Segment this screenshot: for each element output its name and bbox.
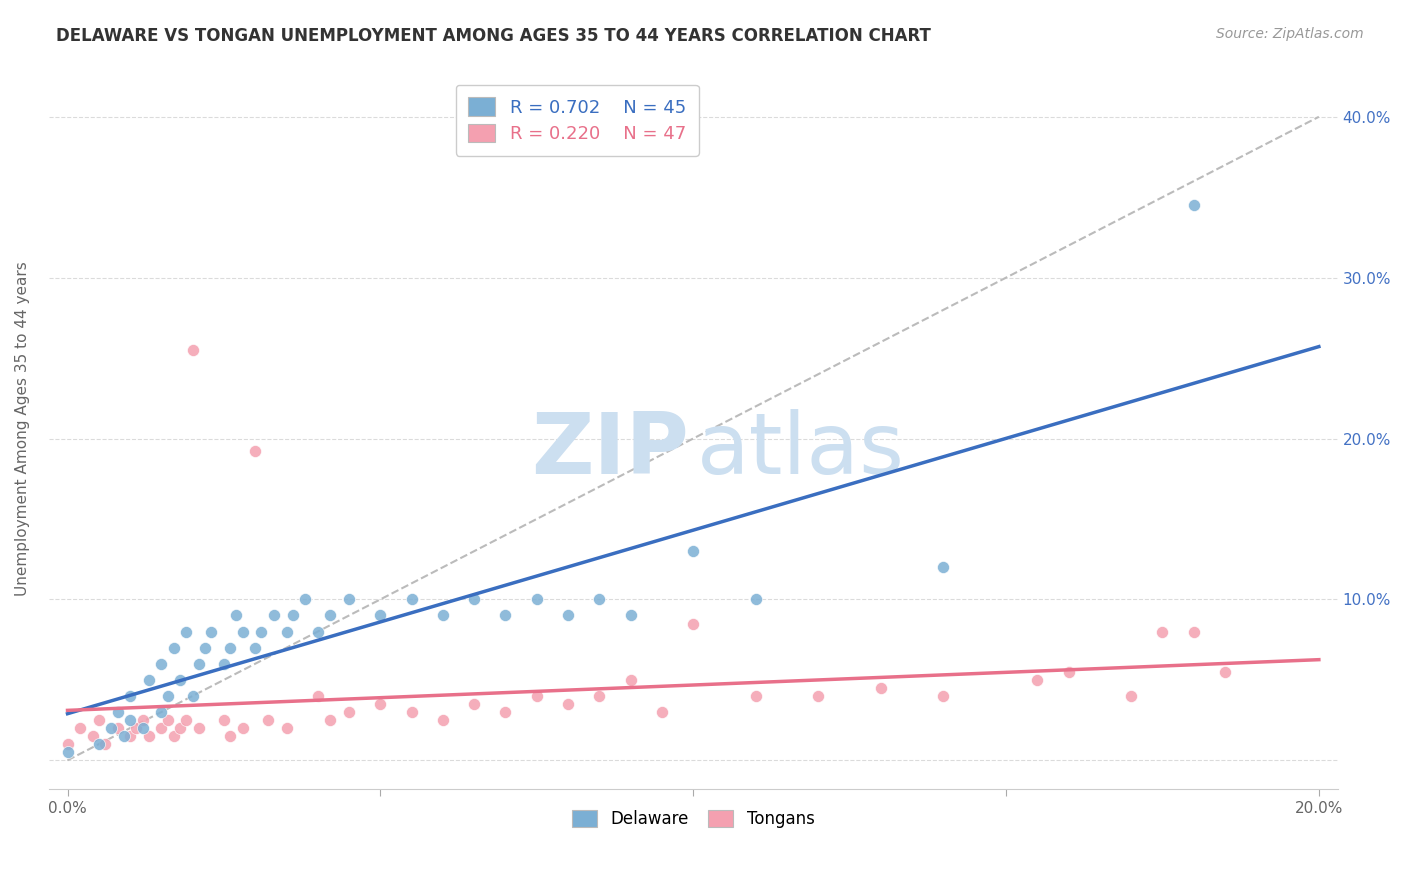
Point [194,640,217,655]
Point [187,721,209,735]
Point [212,713,235,727]
Text: ZIP: ZIP [531,409,689,492]
Point [682,616,704,631]
Point [107,705,129,719]
Point [588,592,610,607]
Point [107,721,129,735]
Point [181,689,204,703]
Point [150,721,173,735]
Point [370,608,392,623]
Point [263,608,285,623]
Point [932,560,955,574]
Point [281,608,304,623]
Point [319,608,342,623]
Point [1182,198,1205,212]
Point [187,657,209,671]
Point [150,657,173,671]
Point [100,721,122,735]
Point [131,713,153,727]
Point [495,705,517,719]
Point [745,592,768,607]
Point [69,721,91,735]
Point [307,624,329,639]
Point [807,689,830,703]
Point [225,608,247,623]
Text: Source: ZipAtlas.com: Source: ZipAtlas.com [1216,27,1364,41]
Point [138,673,160,687]
Point [120,689,142,703]
Point [294,592,316,607]
Point [276,721,298,735]
Point [495,608,517,623]
Point [1213,665,1236,679]
Point [370,697,392,711]
Point [432,713,454,727]
Point [620,608,643,623]
Point [212,657,235,671]
Point [169,673,191,687]
Point [1057,665,1080,679]
Point [870,681,893,695]
Point [337,592,360,607]
Point [557,697,579,711]
Point [156,713,179,727]
Point [245,444,267,458]
Point [256,713,278,727]
Point [56,737,79,751]
Point [620,673,643,687]
Point [682,544,704,558]
Point [588,689,610,703]
Point [200,624,222,639]
Point [932,689,955,703]
Point [557,608,579,623]
Point [82,729,104,743]
Point [1121,689,1143,703]
Point [138,729,160,743]
Point [276,624,298,639]
Point [219,729,242,743]
Point [526,689,548,703]
Point [245,640,267,655]
Point [120,713,142,727]
Point [125,721,148,735]
Point [176,624,198,639]
Point [232,624,254,639]
Point [1182,624,1205,639]
Point [163,729,186,743]
Text: DELAWARE VS TONGAN UNEMPLOYMENT AMONG AGES 35 TO 44 YEARS CORRELATION CHART: DELAWARE VS TONGAN UNEMPLOYMENT AMONG AG… [56,27,931,45]
Point [1026,673,1049,687]
Point [232,721,254,735]
Point [526,592,548,607]
Point [307,689,329,703]
Point [463,697,485,711]
Point [463,592,485,607]
Point [745,689,768,703]
Point [150,705,173,719]
Point [169,721,191,735]
Point [131,721,153,735]
Point [156,689,179,703]
Point [250,624,273,639]
Point [401,705,423,719]
Point [120,729,142,743]
Point [181,343,204,357]
Point [87,713,110,727]
Point [176,713,198,727]
Point [319,713,342,727]
Point [1152,624,1174,639]
Point [401,592,423,607]
Point [94,737,117,751]
Point [163,640,186,655]
Point [56,745,79,759]
Point [87,737,110,751]
Point [337,705,360,719]
Point [219,640,242,655]
Y-axis label: Unemployment Among Ages 35 to 44 years: Unemployment Among Ages 35 to 44 years [15,261,30,596]
Legend: Delaware, Tongans: Delaware, Tongans [565,804,821,835]
Point [112,729,135,743]
Point [432,608,454,623]
Point [651,705,673,719]
Text: atlas: atlas [697,409,905,492]
